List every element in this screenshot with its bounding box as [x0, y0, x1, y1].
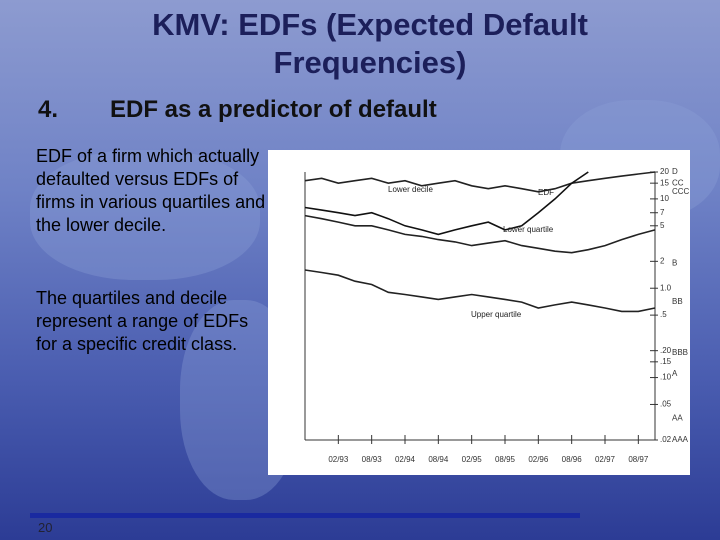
series-line — [304, 214, 656, 254]
series-label: Lower decile — [388, 185, 433, 194]
rating-label: D — [672, 167, 678, 176]
chart-background — [268, 150, 690, 475]
rating-label: CC — [672, 178, 684, 187]
y-tick-label: 5 — [660, 221, 665, 230]
footer-bar — [30, 513, 580, 518]
x-tick-label: 08/95 — [495, 455, 516, 464]
map-shape — [30, 150, 260, 280]
series-label: Upper quartile — [471, 310, 522, 319]
rating-label: AAA — [672, 435, 689, 444]
series-line — [304, 171, 656, 193]
series-line — [304, 171, 589, 236]
x-tick-label: 08/93 — [362, 455, 383, 464]
y-tick-label: 20 — [660, 167, 669, 176]
y-tick-label: .10 — [660, 373, 672, 382]
paragraph: The quartiles and decile represent a ran… — [36, 288, 249, 354]
page-number: 20 — [38, 520, 53, 535]
y-tick-label: 15 — [660, 178, 669, 187]
series-line — [304, 269, 656, 313]
series-label: Lower quartile — [503, 225, 554, 234]
x-tick-label: 08/94 — [428, 455, 449, 464]
y-tick-label: 7 — [660, 208, 665, 217]
x-tick-label: 02/93 — [328, 455, 349, 464]
y-tick-label: 1.0 — [660, 283, 672, 292]
x-tick-label: 02/96 — [528, 455, 549, 464]
y-tick-label: .5 — [660, 310, 667, 319]
x-tick-label: 02/94 — [395, 455, 416, 464]
x-tick-label: 02/97 — [595, 455, 616, 464]
rating-label: BBB — [672, 348, 688, 357]
y-tick-label: 10 — [660, 194, 669, 203]
chart: 2015107521.0.5.20.15.10.05.02DCCCCCBBBBB… — [268, 150, 690, 475]
x-tick-label: 08/97 — [628, 455, 649, 464]
y-tick-label: 2 — [660, 256, 665, 265]
x-tick-label: 02/95 — [462, 455, 483, 464]
x-tick-label: 08/96 — [562, 455, 583, 464]
rating-label: AA — [672, 413, 683, 422]
series-label: EDF — [538, 188, 554, 197]
y-tick-label: .02 — [660, 435, 672, 444]
rating-label: B — [672, 258, 677, 267]
rating-label: BB — [672, 297, 683, 306]
heading-number: 4. — [38, 96, 59, 123]
y-tick-label: .20 — [660, 346, 672, 355]
slide-title: KMV: EDFs (Expected Default Frequencies) — [152, 7, 588, 80]
heading: EDF as a predictor of default — [110, 96, 437, 123]
rating-label: A — [672, 369, 678, 378]
rating-label: CCC — [672, 187, 690, 196]
y-tick-label: .05 — [660, 400, 672, 409]
paragraph: EDF of a firm which actually defaulted v… — [36, 146, 266, 235]
y-tick-label: .15 — [660, 357, 672, 366]
